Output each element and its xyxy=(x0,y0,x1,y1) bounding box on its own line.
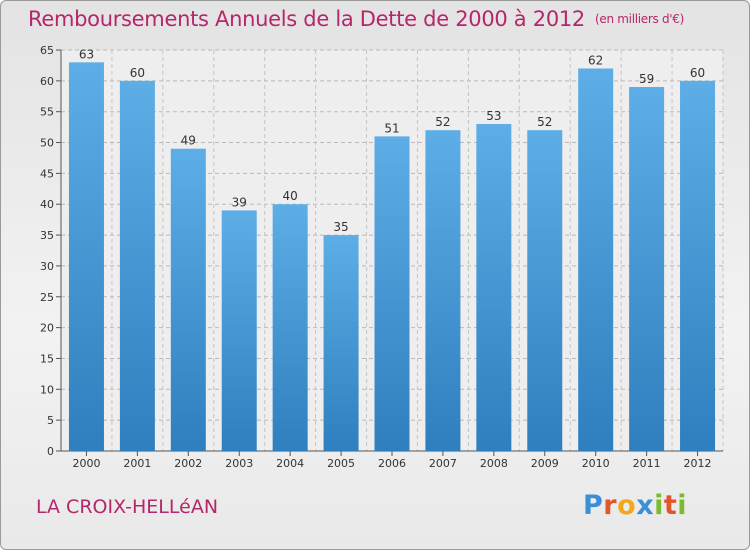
bar xyxy=(221,210,257,451)
title-unit-note: (en milliers d'€) xyxy=(595,12,685,26)
x-tick-label: 2010 xyxy=(582,457,610,470)
data-label: 60 xyxy=(130,66,145,80)
y-tick-label: 25 xyxy=(40,291,54,304)
data-label: 40 xyxy=(283,189,298,203)
x-tick-label: 2007 xyxy=(429,457,457,470)
y-tick-label: 45 xyxy=(40,167,54,180)
x-tick-label: 2001 xyxy=(123,457,151,470)
data-label: 59 xyxy=(639,72,654,86)
bar xyxy=(119,80,155,451)
data-label: 51 xyxy=(384,121,399,135)
logo-letter: P xyxy=(583,490,604,521)
bar xyxy=(476,124,512,452)
data-label: 49 xyxy=(181,134,196,148)
data-label: 62 xyxy=(588,54,603,68)
data-labels: 63 60 49 39 40 35 51 52 53 52 62 59 60 xyxy=(79,47,705,234)
y-tick-label: 0 xyxy=(47,445,54,458)
data-label: 39 xyxy=(232,195,247,209)
bars xyxy=(68,62,716,452)
bar xyxy=(527,130,563,451)
x-tick-label: 2004 xyxy=(276,457,304,470)
y-tick-label: 20 xyxy=(40,322,54,335)
x-tick-label: 2000 xyxy=(72,457,100,470)
y-tick-label: 40 xyxy=(40,198,54,211)
tick-labels: 0 5 10 15 20 25 30 35 40 45 50 55 60 65 2000 2001 2002 20… xyxy=(40,44,712,470)
title-text: Remboursements Annuels de la Dette de 20… xyxy=(28,7,585,31)
data-label: 52 xyxy=(435,115,450,129)
y-tick-label: 15 xyxy=(40,352,54,365)
bar xyxy=(629,87,665,451)
data-label: 63 xyxy=(79,47,94,61)
bar xyxy=(680,80,716,451)
logo-letter: o xyxy=(617,490,637,521)
data-label: 53 xyxy=(486,109,501,123)
y-tick-label: 30 xyxy=(40,260,54,273)
x-tick-label: 2003 xyxy=(225,457,253,470)
y-tick-label: 60 xyxy=(40,75,54,88)
chart-title: Remboursements Annuels de la Dette de 20… xyxy=(28,7,684,31)
y-tick-label: 35 xyxy=(40,229,54,242)
data-label: 52 xyxy=(537,115,552,129)
x-tick-label: 2011 xyxy=(633,457,661,470)
bar xyxy=(323,235,359,451)
data-label: 35 xyxy=(333,220,348,234)
bar xyxy=(272,204,308,451)
x-tick-label: 2005 xyxy=(327,457,355,470)
y-tick-label: 50 xyxy=(40,137,54,150)
y-tick-label: 55 xyxy=(40,106,54,119)
y-tick-label: 10 xyxy=(40,383,54,396)
proxiti-logo: Proxiti xyxy=(583,490,687,521)
logo-letter: i xyxy=(677,490,688,521)
x-tick-label: 2009 xyxy=(531,457,559,470)
commune-name: LA CROIX-HELLéAN xyxy=(36,496,219,518)
logo-letter: r xyxy=(603,490,618,521)
bar-chart: 63 60 49 39 40 35 51 52 53 52 62 59 60 0 5 10 15 20 25 30 3… xyxy=(40,44,724,470)
bar xyxy=(425,130,461,451)
y-tick-label: 65 xyxy=(40,44,54,57)
x-tick-label: 2012 xyxy=(684,457,712,470)
data-label: 60 xyxy=(690,66,705,80)
bar xyxy=(374,136,410,451)
logo-letter: x xyxy=(636,490,655,521)
bar xyxy=(68,62,104,451)
y-tick-label: 5 xyxy=(47,414,54,427)
x-tick-label: 2002 xyxy=(174,457,202,470)
bar xyxy=(170,148,206,451)
x-tick-label: 2006 xyxy=(378,457,406,470)
bar xyxy=(578,68,614,451)
logo-letter: i xyxy=(654,490,664,521)
x-tick-label: 2008 xyxy=(480,457,508,470)
logo-letter: t xyxy=(663,490,678,521)
